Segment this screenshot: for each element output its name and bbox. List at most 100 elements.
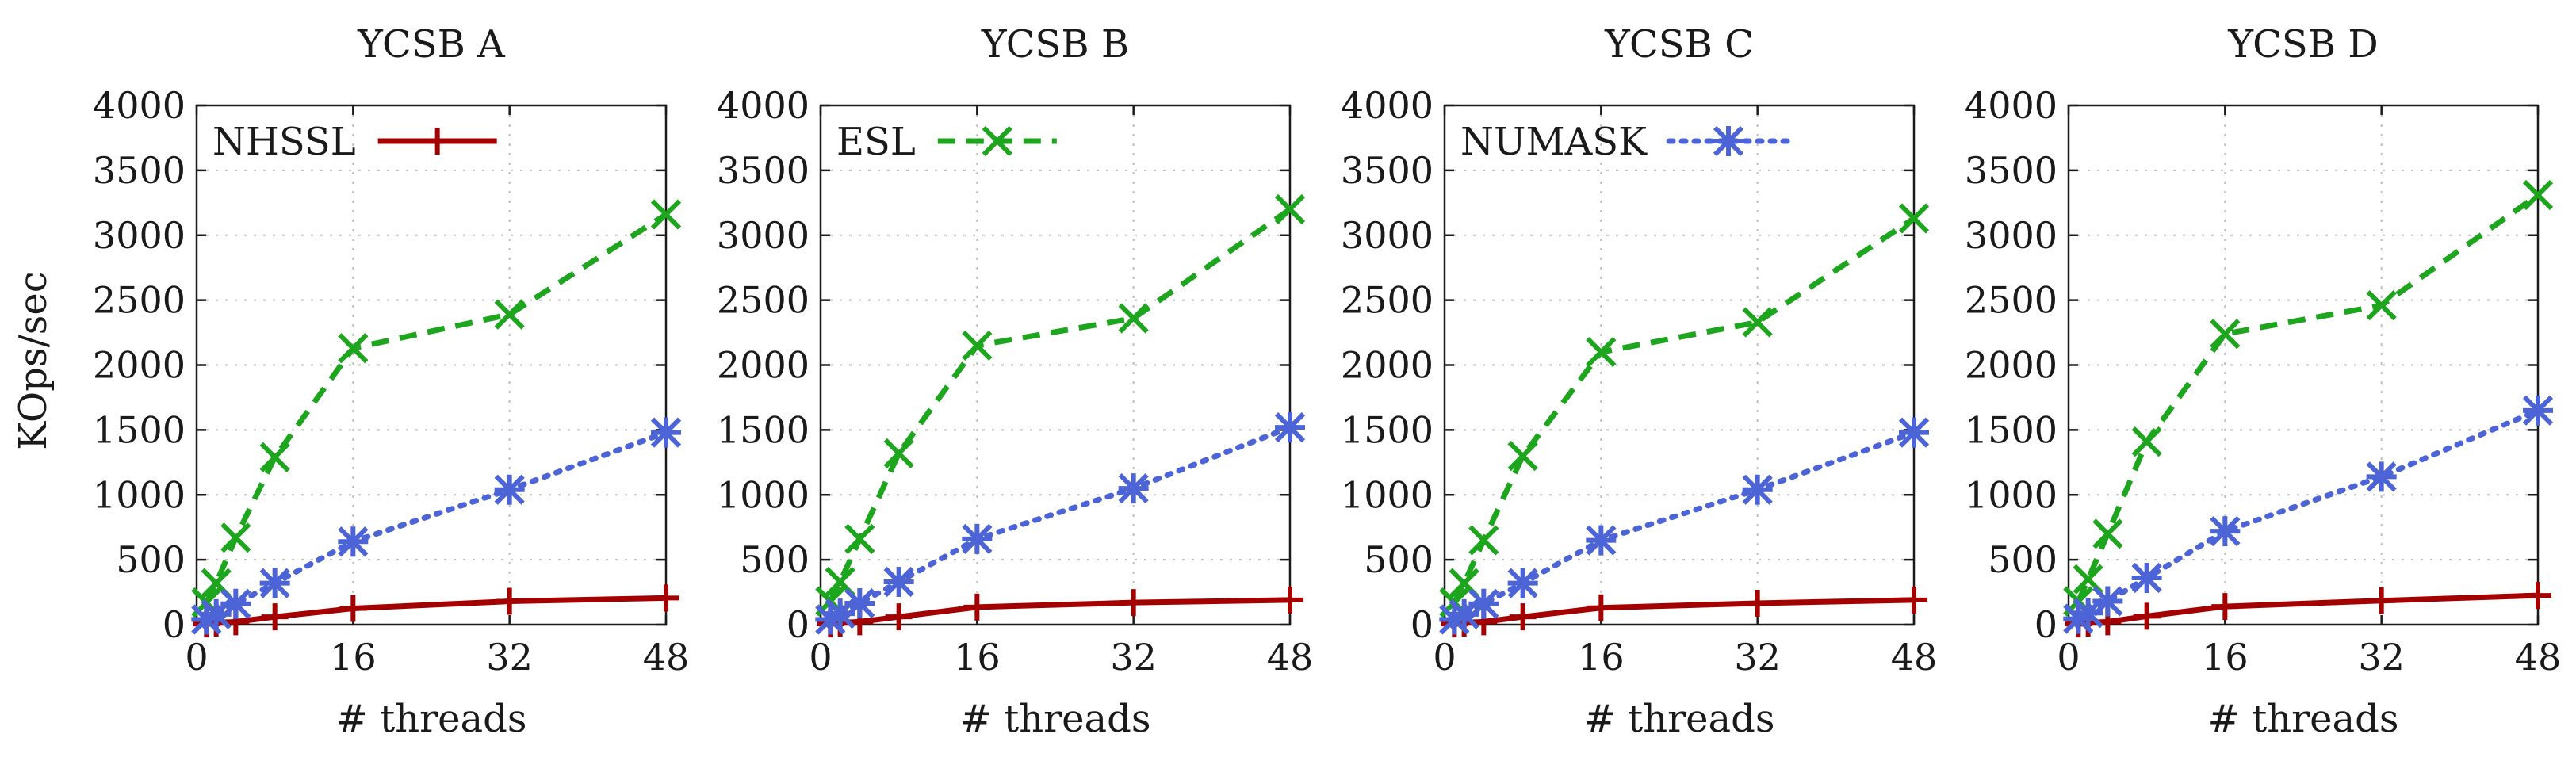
data-point bbox=[1118, 303, 1149, 334]
y-tick-label: 2500 bbox=[93, 279, 186, 322]
x-tick-label: 16 bbox=[954, 636, 1001, 679]
data-point bbox=[2524, 582, 2551, 610]
data-point bbox=[1507, 441, 1538, 472]
data-point bbox=[2366, 290, 2397, 321]
data-point bbox=[2522, 395, 2554, 426]
data-point bbox=[259, 568, 290, 598]
data-point bbox=[2133, 602, 2161, 630]
chart-panel-1: YCSB A 0 500 1000 1500 2000 2500 3000 3500 4000 0 1… bbox=[93, 22, 689, 741]
data-point bbox=[1274, 411, 1306, 443]
x-tick-label: 0 bbox=[185, 636, 208, 679]
y-tick-label: 3000 bbox=[1341, 214, 1433, 257]
x-tick-label: 32 bbox=[486, 636, 533, 679]
data-point bbox=[844, 587, 875, 619]
data-point bbox=[962, 523, 993, 555]
y-tick-label: 1500 bbox=[93, 408, 186, 451]
plot-frame bbox=[195, 104, 668, 626]
chart-panel-4: YCSB D 0 500 1000 1500 2000 2500 3000 3500 4000 0 1… bbox=[1965, 22, 2561, 741]
series-esl bbox=[815, 193, 1306, 617]
data-point bbox=[885, 603, 913, 631]
data-point bbox=[650, 417, 682, 448]
data-point bbox=[1507, 568, 1538, 598]
x-tick-label: 48 bbox=[643, 636, 690, 679]
series-esl bbox=[2063, 179, 2554, 617]
y-tick-label: 3500 bbox=[1965, 149, 2057, 192]
legend-marker bbox=[982, 125, 1012, 157]
y-tick-label: 1500 bbox=[1965, 408, 2057, 451]
data-point bbox=[2210, 515, 2241, 547]
data-point bbox=[2092, 586, 2123, 617]
y-tick-label: 4000 bbox=[1341, 84, 1433, 127]
data-point bbox=[1743, 589, 1771, 617]
y-tick-label: 0 bbox=[2034, 603, 2057, 646]
data-point bbox=[2210, 319, 2241, 350]
data-point bbox=[1742, 474, 1773, 505]
x-tick-label: 0 bbox=[2057, 636, 2080, 679]
x-tick-label: 32 bbox=[1734, 636, 1781, 679]
data-point bbox=[338, 333, 369, 364]
series-numask bbox=[815, 411, 1306, 635]
y-tick-label: 1500 bbox=[717, 408, 810, 451]
x-axis-label: # threads bbox=[959, 697, 1150, 741]
x-tick-label: 16 bbox=[330, 636, 377, 679]
data-point bbox=[963, 593, 991, 621]
y-tick-label: 3000 bbox=[1965, 214, 2057, 257]
y-tick-label: 3500 bbox=[93, 149, 186, 192]
y-tick-label: 3000 bbox=[717, 214, 810, 257]
y-tick-label: 1500 bbox=[1341, 408, 1433, 451]
series-nhssl bbox=[2065, 582, 2551, 638]
data-point bbox=[261, 603, 289, 631]
x-tick-label: 48 bbox=[2515, 636, 2562, 679]
y-tick-label: 4000 bbox=[1965, 84, 2057, 127]
y-tick-label: 0 bbox=[787, 603, 810, 646]
y-tick-label: 2000 bbox=[1341, 344, 1433, 387]
data-point bbox=[2131, 562, 2162, 594]
data-point bbox=[220, 522, 251, 553]
y-tick-label: 500 bbox=[1988, 538, 2057, 581]
y-tick-label: 3500 bbox=[717, 149, 810, 192]
y-tick-label: 0 bbox=[163, 603, 186, 646]
data-point bbox=[1277, 586, 1303, 614]
y-tick-label: 4000 bbox=[717, 84, 810, 127]
data-point bbox=[883, 438, 914, 468]
x-axis-label: # threads bbox=[2207, 697, 2398, 741]
x-tick-label: 48 bbox=[1891, 636, 1938, 679]
legend: NUMASK bbox=[1460, 120, 1791, 164]
y-tick-label: 500 bbox=[116, 538, 186, 581]
chart-title: YCSB C bbox=[1604, 22, 1754, 67]
chart-panel-3: YCSB C 0 500 1000 1500 2000 2500 3000 3500 4000 0 1… bbox=[1341, 22, 1937, 741]
x-axis-label: # threads bbox=[335, 697, 526, 741]
x-tick-label: 32 bbox=[1110, 636, 1157, 679]
x-tick-label: 0 bbox=[1433, 636, 1456, 679]
data-point bbox=[2366, 461, 2397, 492]
x-tick-label: 0 bbox=[809, 636, 832, 679]
series-line bbox=[828, 207, 1292, 603]
y-tick-label: 2500 bbox=[717, 279, 810, 322]
data-point bbox=[1120, 589, 1147, 617]
y-tick-label: 500 bbox=[1364, 538, 1433, 581]
y-tick-label: 2000 bbox=[1965, 344, 2057, 387]
x-tick-label: 16 bbox=[2202, 636, 2249, 679]
series-line bbox=[2076, 193, 2540, 602]
data-point bbox=[2131, 426, 2162, 457]
data-point bbox=[338, 526, 369, 557]
data-point bbox=[2522, 179, 2554, 211]
data-point bbox=[1509, 603, 1537, 631]
y-tick-label: 3500 bbox=[1341, 149, 1433, 192]
plot-frame bbox=[2067, 104, 2540, 626]
data-point bbox=[1274, 193, 1306, 225]
data-point bbox=[2211, 593, 2239, 621]
y-tick-label: 2000 bbox=[93, 344, 186, 387]
series-numask bbox=[2063, 395, 2554, 634]
y-axis-label: KOps/sec bbox=[11, 271, 56, 449]
plot-frame bbox=[1443, 104, 1916, 626]
data-point bbox=[1118, 472, 1149, 504]
y-tick-label: 500 bbox=[740, 538, 810, 581]
legend-marker bbox=[1713, 125, 1744, 157]
data-point bbox=[339, 595, 367, 622]
x-tick-label: 48 bbox=[1267, 636, 1314, 679]
chart-title: YCSB B bbox=[981, 22, 1129, 67]
data-point bbox=[259, 442, 290, 472]
